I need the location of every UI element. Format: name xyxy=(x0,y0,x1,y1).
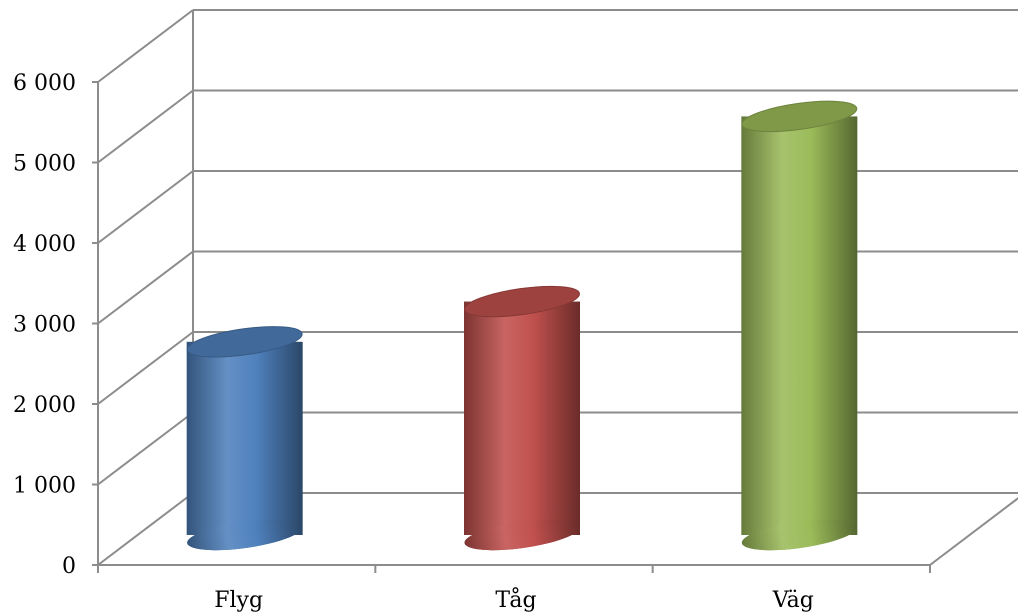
y-tick-label: 0 xyxy=(62,554,76,579)
gridline-side xyxy=(97,9,194,83)
gridlines xyxy=(97,9,1018,566)
bar-body xyxy=(741,116,858,536)
bar-top xyxy=(741,100,858,133)
x-category-label: Väg xyxy=(772,588,814,613)
bar-base-curve xyxy=(741,519,857,551)
bar-flyg xyxy=(186,326,303,551)
y-tick-label: 2 000 xyxy=(13,393,76,418)
bar-top xyxy=(186,326,303,358)
x-category-label: Tåg xyxy=(495,586,536,613)
floor-edge xyxy=(929,497,1018,566)
bar-base-curve xyxy=(187,519,303,551)
bar-väg xyxy=(741,100,858,551)
gridline-side xyxy=(97,250,194,325)
bar-base-curve xyxy=(464,519,580,551)
y-tick-label: 5 000 xyxy=(13,152,76,177)
bar-tåg xyxy=(464,285,580,551)
bars xyxy=(186,100,858,551)
gridline-side xyxy=(97,492,194,566)
bar-top xyxy=(464,285,580,318)
gridline-side xyxy=(97,331,194,405)
bar-body xyxy=(186,341,303,535)
gridline-side xyxy=(97,170,194,244)
y-tick-label: 1 000 xyxy=(13,474,76,499)
labels: 0 1 000 2 000 3 000 4 000 5 000 6 000 Flyg Tåg Vä… xyxy=(13,71,814,613)
axes xyxy=(92,81,931,573)
y-tick-label: 6 000 xyxy=(13,71,76,96)
gridline-side xyxy=(97,89,194,164)
y-tick-label: 3 000 xyxy=(13,313,76,338)
gridline-side xyxy=(97,411,194,486)
y-tick-label: 4 000 xyxy=(13,232,76,257)
bar-body xyxy=(464,301,580,535)
x-category-label: Flyg xyxy=(214,588,263,613)
